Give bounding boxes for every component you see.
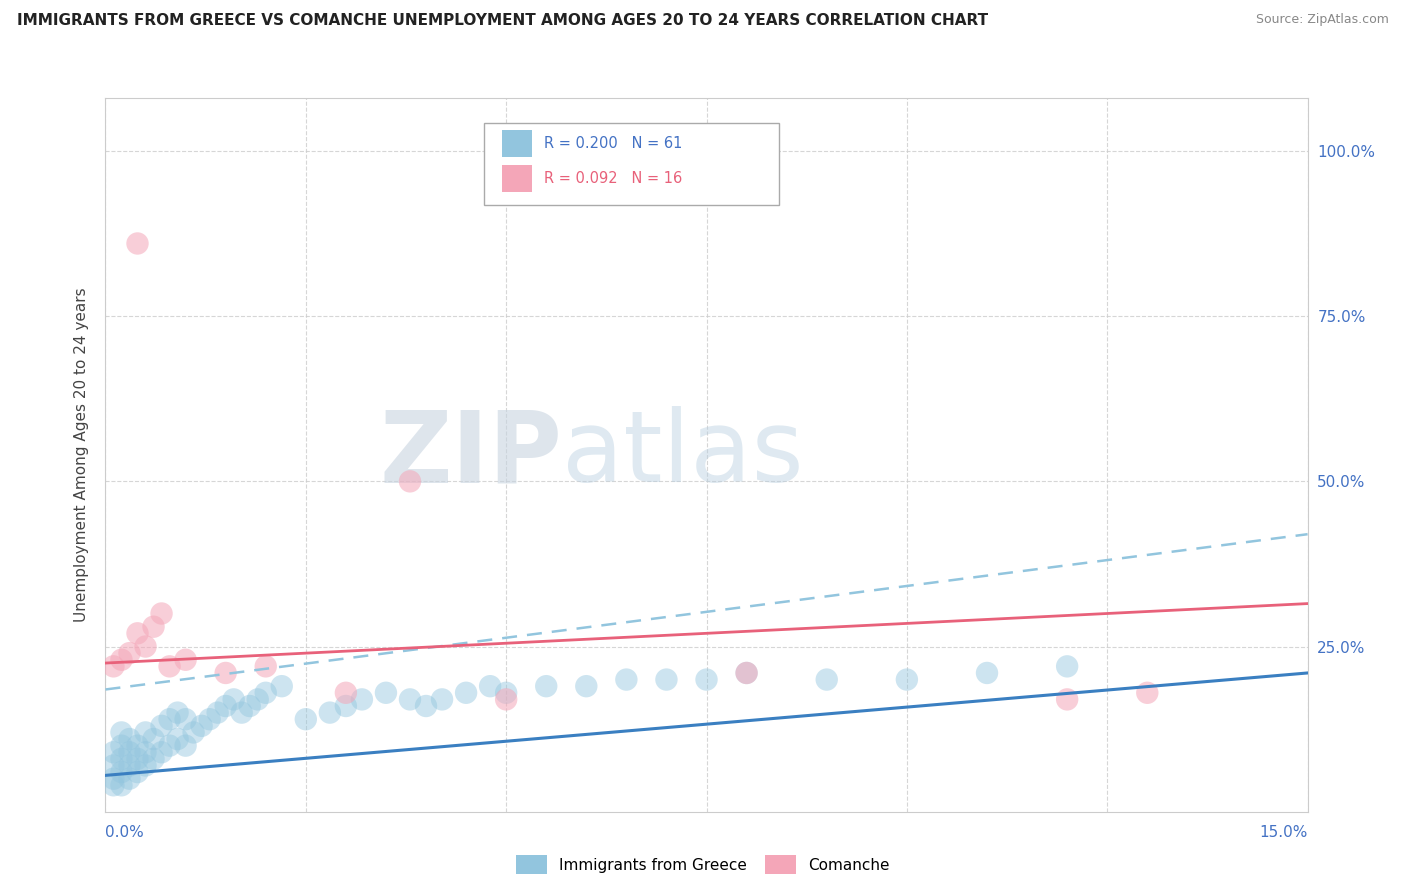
Point xyxy=(135,725,157,739)
Point xyxy=(150,607,173,621)
Point xyxy=(135,640,157,654)
Point xyxy=(110,739,132,753)
Point xyxy=(127,739,149,753)
Point xyxy=(254,686,277,700)
Point xyxy=(127,765,149,780)
Point xyxy=(198,712,221,726)
Text: 15.0%: 15.0% xyxy=(1260,825,1308,840)
Point xyxy=(495,686,517,700)
Point xyxy=(159,739,181,753)
Point xyxy=(127,626,149,640)
Point xyxy=(815,673,838,687)
Point xyxy=(616,673,638,687)
Point xyxy=(159,659,181,673)
Point xyxy=(374,686,398,700)
Point xyxy=(174,653,197,667)
Text: ZIP: ZIP xyxy=(380,407,562,503)
Point xyxy=(166,706,188,720)
Point xyxy=(896,673,918,687)
Point xyxy=(495,692,517,706)
Point xyxy=(103,758,125,772)
Point xyxy=(118,758,141,772)
Point xyxy=(142,620,165,634)
Point xyxy=(696,673,718,687)
Point xyxy=(214,698,236,713)
Point xyxy=(295,712,318,726)
Point xyxy=(118,646,141,660)
Point xyxy=(399,692,422,706)
Point xyxy=(110,725,132,739)
Text: R = 0.200   N = 61: R = 0.200 N = 61 xyxy=(544,136,682,151)
Point xyxy=(174,712,197,726)
Point xyxy=(174,739,197,753)
Point xyxy=(335,698,357,713)
Point xyxy=(127,236,149,251)
Point xyxy=(735,665,758,680)
Y-axis label: Unemployment Among Ages 20 to 24 years: Unemployment Among Ages 20 to 24 years xyxy=(75,287,90,623)
Point xyxy=(335,686,357,700)
Point xyxy=(142,752,165,766)
FancyBboxPatch shape xyxy=(484,123,779,205)
Point xyxy=(183,725,205,739)
Text: 0.0%: 0.0% xyxy=(105,825,145,840)
Point xyxy=(135,758,157,772)
Point xyxy=(1056,659,1078,673)
Point xyxy=(399,475,422,489)
Point xyxy=(1136,686,1159,700)
Legend: Immigrants from Greece, Comanche: Immigrants from Greece, Comanche xyxy=(510,849,896,880)
Text: atlas: atlas xyxy=(562,407,804,503)
Point xyxy=(103,772,125,786)
Point xyxy=(1056,692,1078,706)
Point xyxy=(270,679,292,693)
Point xyxy=(239,698,262,713)
Point xyxy=(190,719,212,733)
Point xyxy=(655,673,678,687)
Point xyxy=(118,772,141,786)
Text: R = 0.092   N = 16: R = 0.092 N = 16 xyxy=(544,171,682,186)
Point xyxy=(246,692,269,706)
Point xyxy=(110,752,132,766)
Point xyxy=(214,665,236,680)
Point xyxy=(350,692,373,706)
Point xyxy=(735,665,758,680)
Point xyxy=(142,732,165,747)
Point xyxy=(110,778,132,792)
Point xyxy=(534,679,557,693)
Point xyxy=(166,732,188,747)
Bar xyxy=(502,129,533,157)
Point xyxy=(159,712,181,726)
Point xyxy=(207,706,229,720)
Point xyxy=(575,679,598,693)
Point xyxy=(103,778,125,792)
Point xyxy=(135,745,157,759)
Point xyxy=(110,653,132,667)
Point xyxy=(319,706,342,720)
Point xyxy=(479,679,502,693)
Text: IMMIGRANTS FROM GREECE VS COMANCHE UNEMPLOYMENT AMONG AGES 20 TO 24 YEARS CORREL: IMMIGRANTS FROM GREECE VS COMANCHE UNEMP… xyxy=(17,13,988,29)
Point xyxy=(150,719,173,733)
Point xyxy=(150,745,173,759)
Bar xyxy=(502,165,533,193)
Point xyxy=(127,752,149,766)
Point xyxy=(415,698,437,713)
Point xyxy=(231,706,253,720)
Text: Source: ZipAtlas.com: Source: ZipAtlas.com xyxy=(1256,13,1389,27)
Point xyxy=(976,665,998,680)
Point xyxy=(110,765,132,780)
Point xyxy=(103,745,125,759)
Point xyxy=(118,732,141,747)
Point xyxy=(222,692,245,706)
Point xyxy=(430,692,453,706)
Point xyxy=(254,659,277,673)
Point xyxy=(103,659,125,673)
Point xyxy=(454,686,477,700)
Point xyxy=(118,745,141,759)
